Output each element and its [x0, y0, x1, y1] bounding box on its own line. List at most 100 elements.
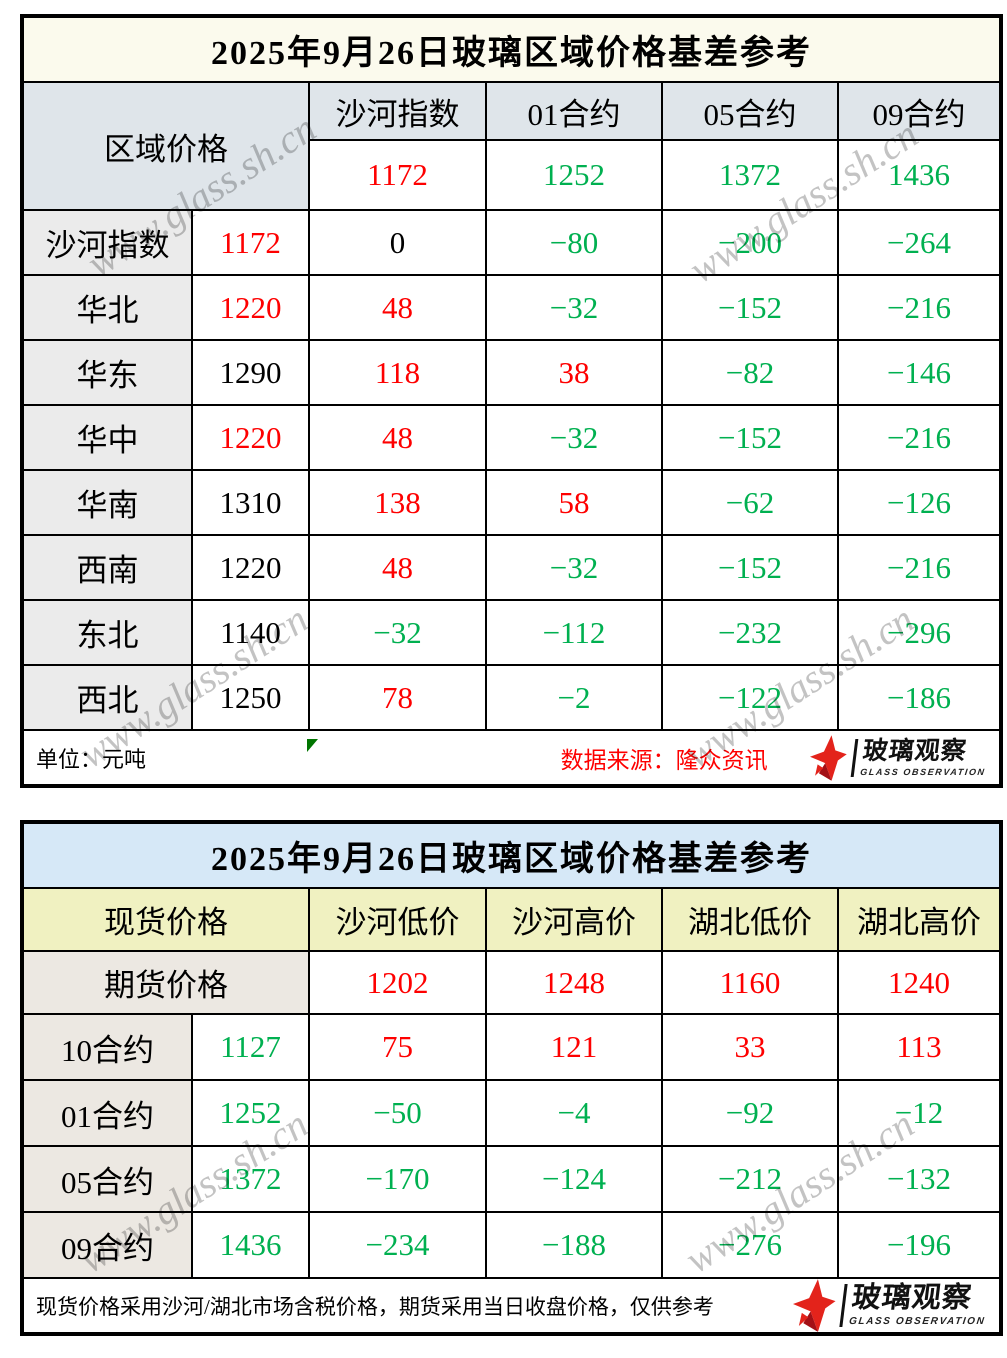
logo-en-label: GLASS OBSERVATION: [848, 1316, 986, 1327]
value-cell: −216: [837, 534, 1002, 601]
table1-footer: 单位：元吨 数据来源：隆众资讯 玻璃观察 GLASS OBSERVATION: [24, 734, 999, 781]
value-cell: 0: [308, 209, 487, 276]
column-header-09: 09合约: [837, 81, 1002, 141]
table-row: 东北 1140 −32 −112 −232 −296: [21, 599, 1002, 666]
table-row: 西北 1250 78 −2 −122 −186: [21, 664, 1002, 731]
value-cell: −152: [661, 404, 839, 471]
value-cell: −62: [661, 469, 839, 536]
value-cell: 48: [308, 404, 487, 471]
value-cell: −276: [661, 1211, 839, 1279]
column-header-01: 01合约: [485, 81, 663, 141]
glass-observation-logo: 玻璃观察 GLASS OBSERVATION: [792, 1280, 990, 1332]
value-cell: −32: [485, 404, 663, 471]
footnote-label: 现货价格采用沙河/湖北市场含税价格，期货采用当日收盘价格，仅供参考: [36, 1294, 714, 1319]
column-header-05: 05合约: [661, 81, 839, 141]
logo-cn-label: 玻璃观察: [849, 1282, 974, 1314]
value-cell: 1220: [191, 404, 310, 471]
value-cell: −50: [308, 1079, 487, 1147]
value-cell: −132: [837, 1145, 1002, 1213]
value-cell: −92: [661, 1079, 839, 1147]
column-header-hubei-high: 湖北高价: [837, 887, 1002, 952]
star-icon: [809, 734, 847, 781]
row-label: 沙河指数: [21, 209, 193, 276]
value-cell: 1436: [191, 1211, 310, 1279]
value-cell: −82: [661, 339, 839, 406]
value-cell: −2: [485, 664, 663, 731]
row-label: 09合约: [21, 1211, 193, 1279]
value-cell: 138: [308, 469, 487, 536]
spot-price: 1160: [661, 950, 839, 1015]
column-header-hubei-low: 湖北低价: [661, 887, 839, 952]
value-cell: −122: [661, 664, 839, 731]
value-cell: −4: [485, 1079, 663, 1147]
value-cell: −216: [837, 274, 1002, 341]
value-cell: −12: [837, 1079, 1002, 1147]
table-row: 10合约 1127 75 121 33 113: [21, 1013, 1002, 1081]
value-cell: −264: [837, 209, 1002, 276]
column-header-shahe-low: 沙河低价: [308, 887, 487, 952]
value-cell: 1220: [191, 274, 310, 341]
table-row: 期货价格 1202 1248 1160 1240: [21, 950, 1002, 1015]
value-cell: −80: [485, 209, 663, 276]
value-cell: 48: [308, 274, 487, 341]
value-cell: 58: [485, 469, 663, 536]
data-source-label: 数据来源：隆众资讯: [560, 747, 768, 773]
value-cell: −186: [837, 664, 1002, 731]
table2-footer: 现货价格采用沙河/湖北市场含税价格，期货采用当日收盘价格，仅供参考 玻璃观察 G…: [24, 1280, 999, 1332]
value-cell: 1220: [191, 534, 310, 601]
table2-title: 2025年9月26日玻璃区域价格基差参考: [21, 821, 1002, 889]
row-label: 华南: [21, 469, 193, 536]
value-cell: 121: [485, 1013, 663, 1081]
value-cell: 38: [485, 339, 663, 406]
reference-price: 1172: [308, 139, 487, 211]
table-row: 华东 1290 118 38 −82 −146: [21, 339, 1002, 406]
row-label: 10合约: [21, 1013, 193, 1081]
value-cell: 33: [661, 1013, 839, 1081]
row-label: 西南: [21, 534, 193, 601]
value-cell: 1310: [191, 469, 310, 536]
value-cell: 1140: [191, 599, 310, 666]
reference-price: 1252: [485, 139, 663, 211]
logo-text: 玻璃观察 GLASS OBSERVATION: [850, 736, 990, 777]
value-cell: −170: [308, 1145, 487, 1213]
row-label: 华中: [21, 404, 193, 471]
value-cell: −112: [485, 599, 663, 666]
row-label: 01合约: [21, 1079, 193, 1147]
table-row: 沙河指数 1172 0 −80 −200 −264: [21, 209, 1002, 276]
value-cell: 48: [308, 534, 487, 601]
spot-price: 1248: [485, 950, 663, 1015]
table-row: 华中 1220 48 −32 −152 −216: [21, 404, 1002, 471]
value-cell: −200: [661, 209, 839, 276]
value-cell: −196: [837, 1211, 1002, 1279]
row-label: 05合约: [21, 1145, 193, 1213]
green-corner-marker: [307, 739, 318, 752]
value-cell: −216: [837, 404, 1002, 471]
table2-corner-label: 现货价格: [21, 887, 310, 952]
table-row: 01合约 1252 −50 −4 −92 −12: [21, 1079, 1002, 1147]
value-cell: −296: [837, 599, 1002, 666]
value-cell: 1372: [191, 1145, 310, 1213]
value-cell: 1252: [191, 1079, 310, 1147]
futures-price-label: 期货价格: [21, 950, 310, 1015]
unit-label: 单位：元吨: [36, 746, 147, 772]
table-row: 05合约 1372 −170 −124 −212 −132: [21, 1145, 1002, 1213]
value-cell: −32: [308, 599, 487, 666]
reference-price: 1436: [837, 139, 1002, 211]
value-cell: −152: [661, 534, 839, 601]
value-cell: 78: [308, 664, 487, 731]
value-cell: 1250: [191, 664, 310, 731]
value-cell: −32: [485, 274, 663, 341]
table1-title: 2025年9月26日玻璃区域价格基差参考: [21, 15, 1002, 83]
value-cell: −188: [485, 1211, 663, 1279]
value-cell: 75: [308, 1013, 487, 1081]
row-label: 华北: [21, 274, 193, 341]
column-header-shahe-high: 沙河高价: [485, 887, 663, 952]
logo-cn-label: 玻璃观察: [860, 736, 969, 765]
row-label: 华东: [21, 339, 193, 406]
value-cell: 1127: [191, 1013, 310, 1081]
spot-price: 1240: [837, 950, 1002, 1015]
glass-observation-logo: 玻璃观察 GLASS OBSERVATION: [809, 734, 990, 781]
value-cell: −146: [837, 339, 1002, 406]
logo-text: 玻璃观察 GLASS OBSERVATION: [839, 1282, 990, 1327]
value-cell: −152: [661, 274, 839, 341]
